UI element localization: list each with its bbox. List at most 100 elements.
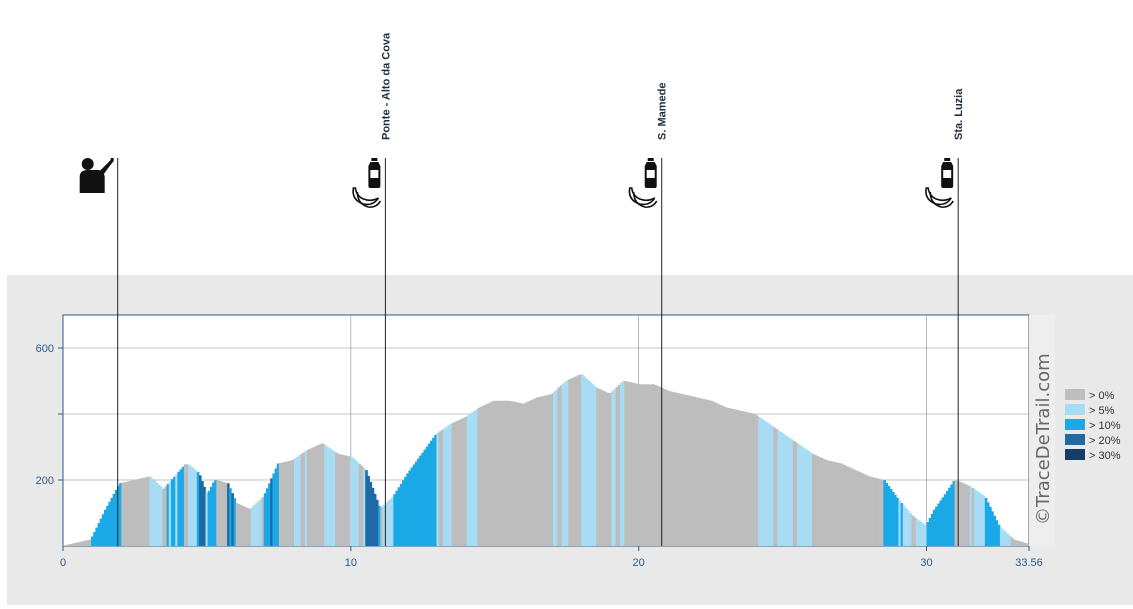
profile-bar — [550, 393, 554, 546]
profile-bar — [468, 413, 472, 546]
profile-bar — [91, 536, 94, 546]
profile-bar — [771, 425, 774, 546]
profile-bar — [544, 395, 547, 546]
profile-bar — [581, 374, 584, 546]
profile-bar — [572, 377, 576, 546]
profile-bar — [835, 462, 839, 546]
profile-bar — [546, 395, 550, 546]
profile-bar — [224, 482, 228, 546]
profile-bar — [531, 399, 535, 546]
profile-bar — [997, 524, 1001, 546]
profile-bar — [518, 402, 522, 546]
profile-bar — [714, 402, 718, 546]
profile-bar — [181, 466, 185, 546]
banana-icon — [352, 187, 382, 208]
profile-bar — [535, 397, 539, 546]
legend-label: > 0% — [1089, 390, 1115, 402]
profile-bar — [740, 411, 744, 546]
profile-bar — [796, 443, 800, 546]
profile-bar — [352, 458, 355, 546]
legend-swatch — [1065, 434, 1085, 445]
profile-bar — [432, 437, 435, 546]
profile-bar — [229, 488, 232, 546]
profile-bar — [108, 501, 111, 546]
profile-bar — [462, 417, 465, 546]
profile-bar — [319, 443, 323, 546]
profile-bar — [134, 479, 137, 546]
drink-icon-bottle — [97, 159, 114, 177]
profile-bar — [986, 502, 990, 546]
profile-bar — [676, 392, 679, 546]
profile-bar — [889, 488, 893, 546]
profile-bar — [872, 477, 876, 546]
profile-bar — [991, 511, 994, 546]
profile-bar — [721, 405, 724, 546]
profile-bar — [818, 456, 822, 546]
profile-bar — [157, 484, 161, 546]
banana-1 — [925, 187, 952, 206]
banana-icon — [628, 187, 658, 208]
profile-bar — [671, 391, 675, 546]
profile-bar — [339, 454, 342, 546]
profile-bar — [196, 472, 200, 546]
profile-bar — [147, 476, 150, 546]
profile-bar — [99, 518, 103, 546]
profile-bar — [939, 500, 943, 546]
profile-bar — [283, 462, 286, 546]
profile-bar — [475, 409, 478, 546]
profile-bar — [272, 473, 275, 546]
profile-bar — [481, 405, 485, 546]
profile-bar — [367, 476, 370, 546]
profile-bar — [88, 539, 92, 546]
profile-bar — [743, 411, 746, 546]
profile-bar — [555, 389, 558, 546]
profile-bar — [222, 482, 226, 546]
profile-bar — [807, 451, 811, 546]
profile-bar — [976, 491, 979, 546]
profile-bar — [289, 460, 293, 546]
profile-bar — [522, 403, 526, 546]
profile-bar — [80, 541, 83, 546]
profile-bar — [788, 437, 791, 546]
profile-bar — [209, 486, 213, 546]
profile-bar — [296, 456, 299, 546]
profile-bar — [876, 478, 880, 546]
profile-bar — [637, 383, 640, 546]
banana-1 — [628, 187, 656, 206]
profile-bar — [186, 464, 189, 546]
profile-bar — [192, 468, 196, 546]
profile-bar — [1017, 540, 1020, 546]
watermark-band — [1029, 315, 1055, 546]
profile-bar — [453, 421, 457, 546]
profile-bar — [794, 442, 798, 546]
profile-bar — [460, 418, 463, 546]
profile-bar — [598, 388, 601, 546]
profile-bar — [479, 406, 483, 546]
profile-bar — [667, 390, 671, 546]
legend-swatch — [1065, 389, 1085, 400]
profile-bar — [149, 476, 152, 546]
profile-bar — [809, 452, 813, 546]
profile-bar — [300, 453, 304, 546]
checkpoint-markers: Ponte - Alto da Cova S. Mamede Sta. Luzia — [79, 32, 965, 546]
profile-bar — [838, 463, 841, 546]
profile-bar — [848, 467, 852, 546]
profile-bar — [982, 495, 986, 546]
profile-bar — [455, 420, 459, 546]
profile-bar — [138, 478, 142, 546]
profile-bar — [486, 403, 489, 546]
profile-bar — [354, 460, 357, 546]
profile-bar — [313, 446, 316, 546]
profile-bar — [935, 506, 938, 546]
profile-bar — [952, 481, 955, 546]
profile-bar — [779, 431, 783, 546]
profile-bar — [611, 390, 614, 546]
profile-bar — [412, 464, 416, 546]
profile-bar — [514, 401, 517, 546]
profile-bar — [900, 503, 904, 546]
profile-bars — [63, 374, 1030, 546]
profile-bar — [799, 445, 802, 546]
profile-bar — [660, 387, 664, 546]
profile-bar — [445, 426, 448, 546]
profile-bar — [978, 492, 981, 546]
